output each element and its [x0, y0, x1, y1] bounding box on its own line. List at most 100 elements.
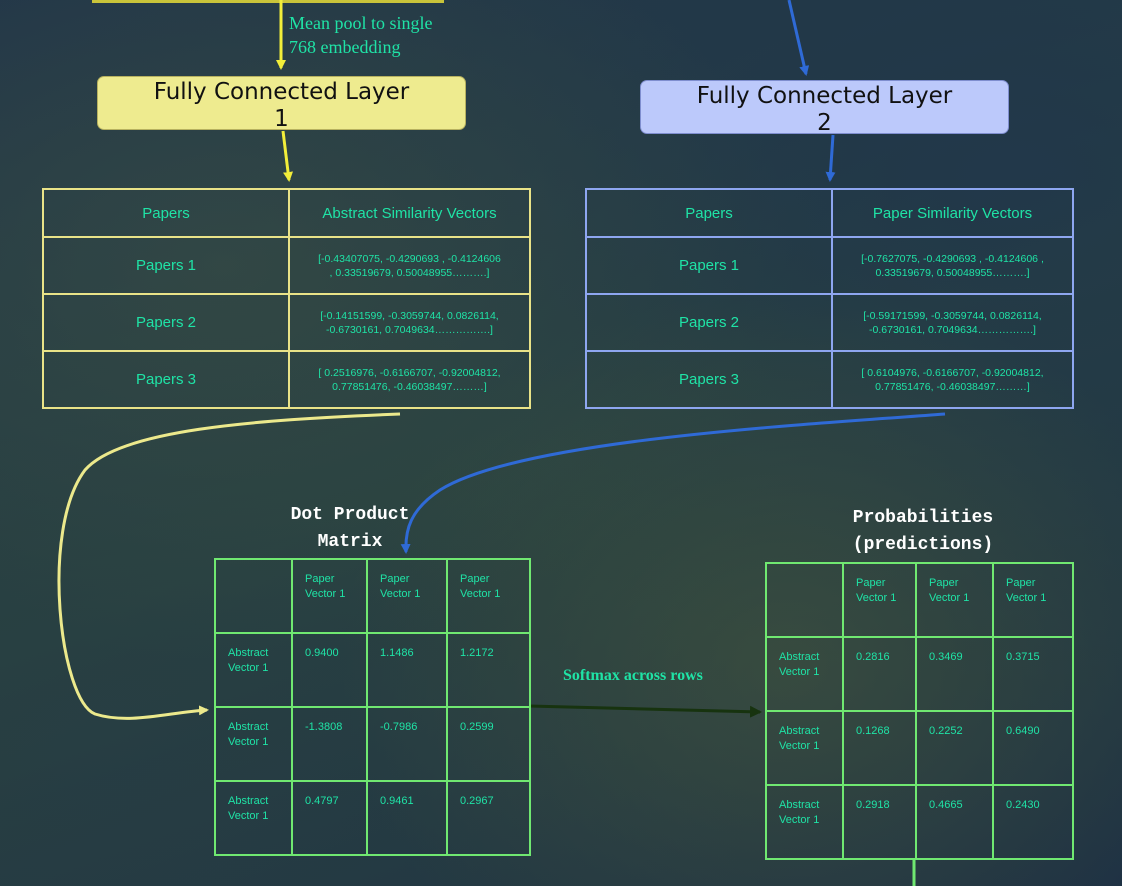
arrow-fc2-to-table [825, 134, 836, 182]
vector-line: [ 0.2516976, -0.6166707, -0.92004812, [318, 366, 501, 379]
dot-product-title: Dot Product Matrix [240, 502, 460, 556]
table-row: Papers 3 [ 0.6104976, -0.6166707, -0.920… [585, 350, 1074, 409]
arrow-softmax [528, 704, 762, 718]
row-header: Abstract Vector 1 [765, 636, 844, 712]
paper-name: Papers 3 [42, 350, 290, 409]
fc1-number: 1 [274, 106, 289, 132]
column-header-text: Paper Vector 1 [929, 577, 970, 604]
vector-line: -0.6730161, 0.7049634…………….] [326, 323, 493, 336]
row-header-text: Abstract Vector 1 [779, 651, 820, 678]
table-row: Papers 1 [-0.43407075, -0.4290693 , -0.4… [42, 236, 531, 295]
table-row: Abstract Vector 1 0.2816 0.3469 0.3715 [765, 636, 1074, 712]
matrix-value: 0.1268 [842, 710, 917, 786]
matrix-value: 0.4665 [915, 784, 994, 860]
row-header: Abstract Vector 1 [765, 784, 844, 860]
matrix-value: 0.2816 [842, 636, 917, 712]
dot-product-matrix: Paper Vector 1 Paper Vector 1 Paper Vect… [214, 558, 531, 856]
dot-product-title-line2: Matrix [317, 532, 383, 552]
mean-pool-note-line1: Mean pool to single [289, 13, 433, 33]
vector-line: 0.77851476, -0.46038497………] [332, 380, 487, 393]
probabilities-title-line2: (predictions) [852, 535, 994, 555]
matrix-value: 0.2918 [842, 784, 917, 860]
vector-cell: [-0.14151599, -0.3059744, 0.0826114, -0.6… [288, 293, 531, 352]
fc2-number: 2 [817, 110, 832, 136]
table-row: Abstract Vector 1 0.9400 1.1486 1.2172 [214, 632, 531, 708]
probabilities-matrix: Paper Vector 1 Paper Vector 1 Paper Vect… [765, 562, 1074, 860]
row-header-text: Abstract Vector 1 [228, 721, 269, 748]
table-row: Papers 3 [ 0.2516976, -0.6166707, -0.920… [42, 350, 531, 409]
matrix-value: 0.9400 [291, 632, 368, 708]
column-header-text: Paper Vector 1 [380, 573, 421, 600]
vector-line: [-0.7627075, -0.4290693 , -0.4124606 , [861, 252, 1044, 265]
vector-cell: [-0.43407075, -0.4290693 , -0.4124606, 0… [288, 236, 531, 295]
vector-line: [-0.59171599, -0.3059744, 0.0826114, [863, 309, 1042, 322]
row-header-text: Abstract Vector 1 [228, 647, 269, 674]
row-header: Abstract Vector 1 [214, 706, 293, 782]
row-header-text: Abstract Vector 1 [228, 795, 269, 822]
column-header: Paper Vector 1 [915, 562, 994, 638]
table-row: Abstract Vector 1 -1.3808 -0.7986 0.2599 [214, 706, 531, 782]
mean-pool-note-line2: 768 embedding [289, 37, 401, 57]
probabilities-title: Probabilities (predictions) [803, 505, 1043, 559]
arrow-to-fc2 [787, 0, 810, 76]
curve-abstract-to-matrix [57, 412, 401, 720]
vector-cell: [ 0.2516976, -0.6166707, -0.92004812, 0.7… [288, 350, 531, 409]
matrix-value: 0.3469 [915, 636, 994, 712]
row-header-text: Abstract Vector 1 [779, 799, 820, 826]
vector-line: [-0.14151599, -0.3059744, 0.0826114, [320, 309, 499, 322]
table-row: Papers 1 [-0.7627075, -0.4290693 , -0.41… [585, 236, 1074, 295]
matrix-value: 0.2252 [915, 710, 994, 786]
abstract-table-header-vectors: Abstract Similarity Vectors [288, 188, 531, 238]
matrix-corner-cell [214, 558, 293, 634]
dot-product-title-line1: Dot Product [290, 505, 410, 525]
fully-connected-layer-1: Fully Connected Layer 1 [97, 76, 466, 132]
vector-line: , 0.33519679, 0.50048955……….] [329, 266, 490, 279]
matrix-value: 0.2967 [446, 780, 531, 856]
matrix-value: 1.1486 [366, 632, 448, 708]
table-row: Abstract Vector 1 0.1268 0.2252 0.6490 [765, 710, 1074, 786]
table-row: Abstract Vector 1 0.2918 0.4665 0.2430 [765, 784, 1074, 860]
vector-cell: [-0.59171599, -0.3059744, 0.0826114, -0.6… [831, 293, 1074, 352]
column-header-text: Paper Vector 1 [856, 577, 897, 604]
column-header-text: Paper Vector 1 [305, 573, 346, 600]
matrix-value: 0.3715 [992, 636, 1074, 712]
paper-table-header-vectors: Paper Similarity Vectors [831, 188, 1074, 238]
vector-line: 0.33519679, 0.50048955……….] [875, 266, 1030, 279]
paper-name: Papers 1 [42, 236, 290, 295]
vector-cell: [-0.7627075, -0.4290693 , -0.4124606 , 0.… [831, 236, 1074, 295]
matrix-value: -0.7986 [366, 706, 448, 782]
column-header: Paper Vector 1 [992, 562, 1074, 638]
column-header-text: Paper Vector 1 [1006, 577, 1047, 604]
vector-line: 0.77851476, -0.46038497………] [875, 380, 1030, 393]
row-header: Abstract Vector 1 [214, 632, 293, 708]
matrix-value: 0.9461 [366, 780, 448, 856]
matrix-corner-cell [765, 562, 844, 638]
vector-line: [-0.43407075, -0.4290693 , -0.4124606 [318, 252, 501, 265]
matrix-value: 0.2599 [446, 706, 531, 782]
row-header-text: Abstract Vector 1 [779, 725, 820, 752]
column-header-text: Paper Vector 1 [460, 573, 501, 600]
matrix-value: 0.6490 [992, 710, 1074, 786]
vector-line: -0.6730161, 0.7049634…………….] [869, 323, 1036, 336]
vector-cell: [ 0.6104976, -0.6166707, -0.92004812, 0.7… [831, 350, 1074, 409]
softmax-label: Softmax across rows [563, 667, 703, 684]
paper-similarity-table: Papers Paper Similarity Vectors Papers 1… [585, 188, 1074, 409]
fully-connected-layer-2: Fully Connected Layer 2 [640, 80, 1009, 136]
curve-paper-to-matrix [400, 412, 946, 554]
paper-name: Papers 3 [585, 350, 833, 409]
column-header: Paper Vector 1 [291, 558, 368, 634]
mean-pool-note: Mean pool to single 768 embedding [289, 11, 479, 59]
table-row: Papers 2 [-0.14151599, -0.3059744, 0.082… [42, 293, 531, 352]
abstract-similarity-table: Papers Abstract Similarity Vectors Paper… [42, 188, 531, 409]
paper-name: Papers 2 [585, 293, 833, 352]
vector-line: [ 0.6104976, -0.6166707, -0.92004812, [861, 366, 1044, 379]
abstract-table-header-papers: Papers [42, 188, 290, 238]
matrix-value: -1.3808 [291, 706, 368, 782]
matrix-value: 1.2172 [446, 632, 531, 708]
column-header: Paper Vector 1 [842, 562, 917, 638]
table-row: Abstract Vector 1 0.4797 0.9461 0.2967 [214, 780, 531, 856]
column-header: Paper Vector 1 [446, 558, 531, 634]
paper-name: Papers 1 [585, 236, 833, 295]
paper-name: Papers 2 [42, 293, 290, 352]
